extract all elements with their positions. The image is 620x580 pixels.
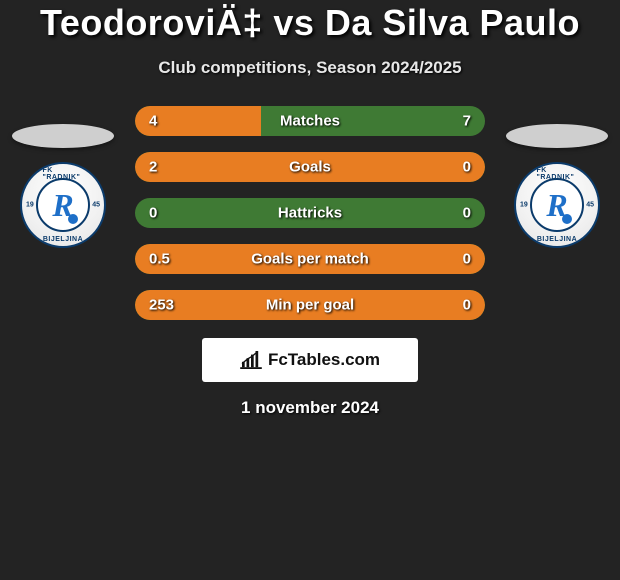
stat-label: Hattricks [278, 205, 342, 222]
stat-right-value: 0 [463, 159, 471, 176]
watermark-text: FcTables.com [268, 350, 380, 370]
stat-row: 2 0 Goals [135, 152, 485, 182]
stat-label: Matches [280, 113, 340, 130]
stat-label: Goals [289, 159, 331, 176]
comparison-bars: 4 7 Matches 2 0 Goals 0 0 Hattricks 0.5 0 Goals per… [135, 106, 485, 320]
date-label: 1 november 2024 [0, 398, 620, 418]
stat-row: 4 7 Matches [135, 106, 485, 136]
stat-right-value: 0 [463, 297, 471, 314]
stat-left-value: 2 [149, 159, 157, 176]
stat-left-value: 4 [149, 113, 157, 130]
subtitle: Club competitions, Season 2024/2025 [0, 58, 620, 78]
stat-row: 0.5 0 Goals per match [135, 244, 485, 274]
stat-left-value: 0.5 [149, 251, 170, 268]
watermark: FcTables.com [202, 338, 418, 382]
stat-right-value: 7 [463, 113, 471, 130]
stat-left-value: 253 [149, 297, 174, 314]
stat-row: 0 0 Hattricks [135, 198, 485, 228]
stat-right-value: 0 [463, 251, 471, 268]
chart-icon [240, 351, 262, 369]
stat-row: 253 0 Min per goal [135, 290, 485, 320]
stat-label: Min per goal [266, 297, 354, 314]
stat-left-value: 0 [149, 205, 157, 222]
page-title: TeodoroviÄ‡ vs Da Silva Paulo [0, 2, 620, 44]
stat-right-value: 0 [463, 205, 471, 222]
stat-label: Goals per match [251, 251, 369, 268]
